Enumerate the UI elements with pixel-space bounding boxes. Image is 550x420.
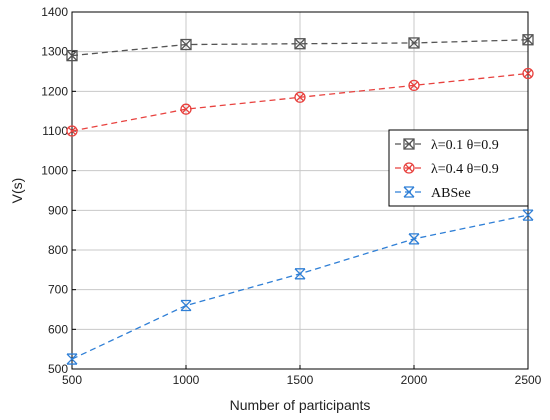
y-tick-label: 1400 xyxy=(41,5,68,19)
y-axis-ticks: 500 600 700 800 900 1000 1100 1200 1300 1400 xyxy=(41,5,76,376)
y-tick-label: 1000 xyxy=(41,164,68,178)
y-tick-label: 1200 xyxy=(41,84,68,98)
series-2-point xyxy=(522,67,534,80)
x-axis-ticks: 500 1000 1500 2000 2500 xyxy=(62,365,542,387)
legend-label-2: λ=0.4 θ=0.9 xyxy=(431,162,499,177)
y-tick-label: 700 xyxy=(48,283,68,297)
y-tick-label: 800 xyxy=(48,243,68,257)
y-tick-label: 600 xyxy=(48,322,68,336)
y-tick-label: 500 xyxy=(48,362,68,376)
y-tick-label: 1100 xyxy=(42,124,68,138)
legend-marker-3 xyxy=(403,186,415,198)
series-line-1 xyxy=(71,39,529,57)
legend-label-3: ABSee xyxy=(431,186,471,201)
x-tick-label: 1000 xyxy=(173,373,200,387)
legend-marker-2 xyxy=(403,162,415,174)
series-3-point xyxy=(66,353,78,365)
series-2-point xyxy=(180,103,192,115)
x-tick-label: 1500 xyxy=(287,373,314,387)
series-group xyxy=(66,34,534,365)
y-tick-label: 1300 xyxy=(41,45,68,59)
legend-box xyxy=(388,129,529,207)
series-2-point xyxy=(66,125,78,137)
series-1-point xyxy=(66,49,78,62)
series-2-point xyxy=(408,79,420,92)
legend-label-1: λ=0.1 θ=0.9 xyxy=(431,138,499,153)
legend: λ=0.1 θ=0.9 λ=0.4 θ=0.9 ABSee xyxy=(388,129,529,207)
series-3-point xyxy=(294,268,306,280)
x-tick-label: 2500 xyxy=(515,373,542,387)
series-1-point xyxy=(294,38,306,50)
series-3-point xyxy=(408,233,420,245)
y-tick-label: 900 xyxy=(48,203,68,217)
series-1-point xyxy=(408,37,420,49)
series-1-point xyxy=(180,38,192,51)
x-axis-label: Number of participants xyxy=(230,397,371,413)
x-tick-label: 2000 xyxy=(401,373,428,387)
y-axis-label: V(s) xyxy=(9,178,25,204)
legend-marker-1 xyxy=(403,138,415,150)
series-1-point xyxy=(522,34,534,46)
x-tick-label: 500 xyxy=(62,373,82,387)
series-3-point xyxy=(522,209,534,221)
series-3-point xyxy=(180,299,192,312)
series-2-point xyxy=(294,91,306,103)
